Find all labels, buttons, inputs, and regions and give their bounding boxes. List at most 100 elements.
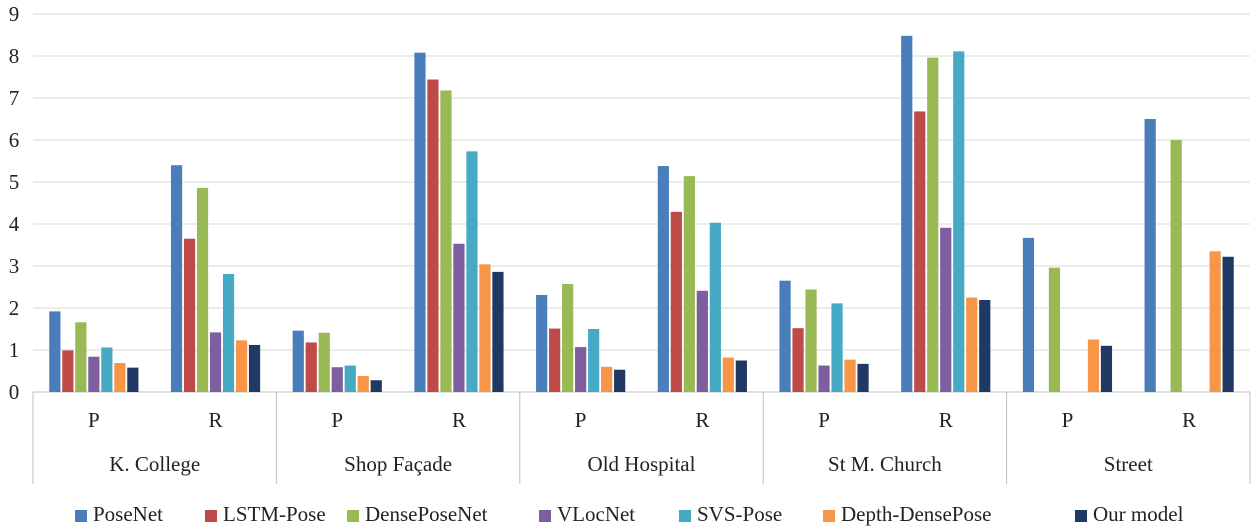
bar	[127, 367, 139, 392]
bar	[857, 363, 869, 392]
bar	[1100, 345, 1113, 392]
bar	[248, 344, 261, 392]
bar	[562, 284, 574, 392]
bar	[49, 311, 61, 392]
legend-label: DensePoseNet	[365, 502, 488, 526]
y-tick-label: 5	[9, 170, 20, 194]
group-label: St M. Church	[828, 452, 942, 476]
bar	[318, 332, 330, 392]
bar	[735, 360, 747, 392]
legend: PoseNet LSTM-Pose DensePoseNet VLocNet SVS-P…	[75, 502, 1184, 526]
bar	[670, 211, 682, 392]
bar	[305, 342, 317, 392]
bar	[805, 289, 817, 392]
bar	[114, 363, 126, 392]
bar	[466, 151, 478, 392]
bar	[492, 271, 504, 392]
bar	[575, 347, 587, 392]
group-label: K. College	[109, 452, 200, 476]
bar	[549, 328, 561, 392]
bar	[170, 165, 183, 392]
bar	[1022, 237, 1035, 392]
bar	[1048, 267, 1061, 392]
bar	[792, 328, 804, 392]
bar	[614, 369, 626, 392]
bar	[1144, 119, 1156, 392]
bar	[1087, 339, 1100, 392]
y-tick-label: 7	[9, 86, 20, 110]
bar	[101, 347, 113, 392]
bar	[414, 52, 426, 392]
bar	[479, 264, 491, 392]
category-label: P	[1062, 408, 1074, 432]
bar	[914, 111, 926, 392]
bar	[453, 243, 465, 392]
bar	[183, 238, 196, 392]
bar	[940, 227, 952, 392]
y-tick-label: 4	[9, 212, 20, 236]
legend-swatch	[205, 510, 217, 522]
category-label: R	[939, 408, 953, 432]
bar	[844, 359, 856, 392]
legend-label: Depth-DensePose	[841, 502, 991, 526]
bar	[901, 35, 913, 393]
legend-label: LSTM-Pose	[223, 502, 326, 526]
y-tick-label: 2	[9, 296, 20, 320]
bar	[818, 365, 830, 392]
bar	[62, 350, 74, 392]
bar	[696, 290, 708, 392]
group-label: Old Hospital	[588, 452, 696, 476]
legend-swatch	[679, 510, 691, 522]
y-tick-label: 6	[9, 128, 20, 152]
category-label: P	[818, 408, 830, 432]
legend-label: PoseNet	[93, 502, 163, 526]
bar	[683, 176, 695, 392]
bar	[979, 300, 991, 392]
bar	[601, 366, 613, 392]
bar	[588, 329, 600, 392]
bar	[344, 365, 356, 392]
bar	[1209, 251, 1221, 392]
category-label: R	[695, 408, 709, 432]
y-tick-label: 9	[9, 2, 20, 26]
bar	[657, 166, 669, 392]
bar	[779, 280, 791, 392]
bar	[235, 340, 248, 392]
bar	[75, 322, 87, 392]
bar	[440, 90, 452, 392]
legend-swatch	[539, 510, 551, 522]
legend-label: Our model	[1093, 502, 1184, 526]
group-label: Street	[1104, 452, 1153, 476]
legend-swatch	[347, 510, 359, 522]
group-label: Shop Façade	[344, 452, 452, 476]
bar	[292, 330, 304, 392]
bar	[88, 356, 100, 392]
bar	[927, 57, 939, 393]
category-label: P	[88, 408, 100, 432]
y-axis-tick-labels: 0 1 2 3 4 5 6 7 8 9	[9, 2, 20, 404]
bar	[370, 380, 382, 392]
bar	[1170, 140, 1182, 392]
bar	[427, 79, 439, 393]
bar	[709, 222, 721, 392]
bar	[196, 187, 209, 392]
y-tick-label: 8	[9, 44, 20, 68]
gridlines	[33, 13, 1250, 393]
category-axis: P R P R P R P R P R K. College Shop Façade Old Hospi…	[32, 392, 1251, 484]
bars	[49, 35, 1234, 393]
bar	[331, 367, 343, 392]
bar	[209, 332, 222, 392]
legend-label: SVS-Pose	[697, 502, 782, 526]
bar	[831, 303, 843, 392]
bar	[966, 297, 978, 392]
bar	[1222, 256, 1234, 392]
bar	[536, 294, 548, 392]
legend-label: VLocNet	[557, 502, 635, 526]
category-label: R	[209, 408, 223, 432]
category-label: P	[331, 408, 343, 432]
bar	[357, 376, 369, 392]
bar	[722, 357, 734, 392]
category-label: R	[452, 408, 466, 432]
bar	[222, 273, 235, 392]
